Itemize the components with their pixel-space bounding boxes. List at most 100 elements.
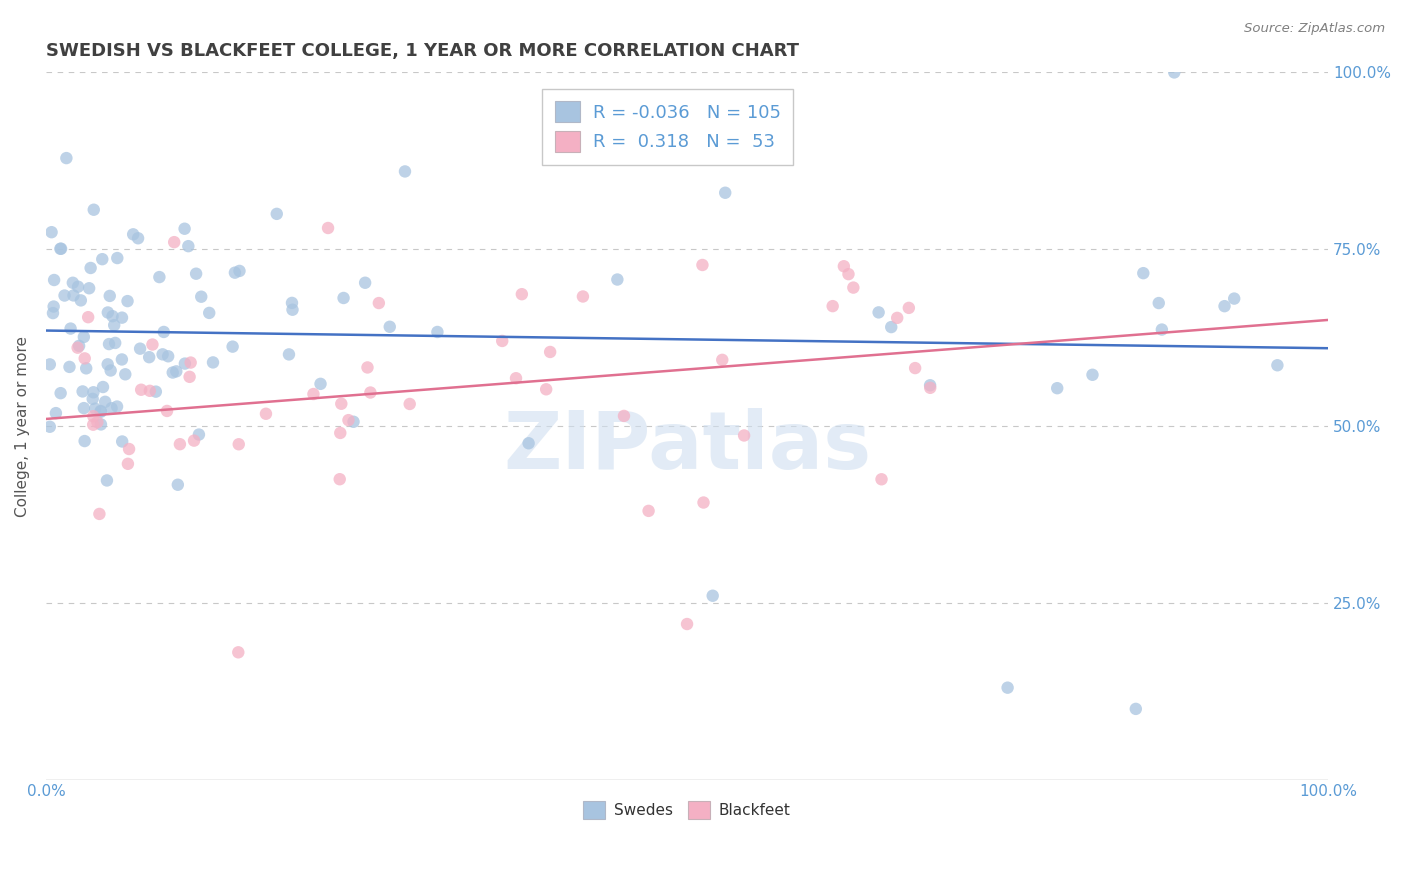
- Point: [179, 369, 201, 384]
- Point: [141, 337, 163, 351]
- Point: [127, 231, 149, 245]
- Point: [67, 279, 90, 293]
- Point: [880, 320, 903, 334]
- Point: [316, 221, 339, 235]
- Point: [91, 380, 114, 394]
- Point: [69, 293, 91, 308]
- Point: [111, 310, 134, 325]
- Point: [266, 207, 288, 221]
- Point: [152, 347, 174, 361]
- Point: [702, 589, 724, 603]
- Point: [842, 280, 865, 294]
- Point: [637, 504, 659, 518]
- Text: Source: ZipAtlas.com: Source: ZipAtlas.com: [1244, 22, 1385, 36]
- Point: [98, 289, 121, 303]
- Point: [897, 301, 920, 315]
- Point: [100, 401, 122, 416]
- Point: [82, 385, 104, 400]
- Point: [302, 387, 325, 401]
- Point: [83, 202, 105, 217]
- Point: [117, 457, 139, 471]
- Point: [49, 386, 72, 401]
- Point: [139, 384, 162, 398]
- Point: [868, 305, 890, 319]
- Point: [82, 392, 104, 406]
- Point: [38, 419, 60, 434]
- Point: [1150, 322, 1173, 336]
- Point: [111, 352, 134, 367]
- Point: [733, 428, 755, 442]
- Point: [517, 436, 540, 450]
- Point: [53, 288, 76, 302]
- Point: [129, 342, 152, 356]
- Point: [42, 306, 65, 320]
- Point: [329, 472, 352, 486]
- Point: [378, 319, 401, 334]
- Point: [55, 151, 77, 165]
- Point: [692, 495, 714, 509]
- Point: [505, 371, 527, 385]
- Point: [329, 425, 352, 440]
- Point: [538, 345, 561, 359]
- Point: [1223, 292, 1246, 306]
- Point: [98, 337, 121, 351]
- Point: [1046, 381, 1069, 395]
- Point: [491, 334, 513, 348]
- Point: [309, 376, 332, 391]
- Point: [86, 415, 108, 429]
- Point: [904, 361, 927, 376]
- Point: [201, 355, 224, 369]
- Point: [534, 382, 557, 396]
- Point: [45, 406, 67, 420]
- Point: [228, 437, 250, 451]
- Point: [96, 474, 118, 488]
- Point: [152, 325, 174, 339]
- Point: [97, 305, 120, 319]
- Point: [920, 381, 942, 395]
- Point: [82, 417, 104, 432]
- Point: [281, 302, 304, 317]
- Point: [90, 404, 112, 418]
- Point: [606, 272, 628, 286]
- Point: [129, 383, 152, 397]
- Point: [1125, 702, 1147, 716]
- Point: [226, 645, 249, 659]
- Point: [692, 258, 714, 272]
- Point: [342, 415, 364, 429]
- Point: [281, 296, 304, 310]
- Point: [73, 434, 96, 448]
- Point: [394, 164, 416, 178]
- Point: [77, 281, 100, 295]
- Legend: Swedes, Blackfeet: Swedes, Blackfeet: [578, 795, 797, 825]
- Point: [138, 350, 160, 364]
- Point: [79, 260, 101, 275]
- Point: [1163, 65, 1185, 79]
- Point: [89, 507, 111, 521]
- Point: [359, 385, 381, 400]
- Point: [103, 318, 125, 333]
- Point: [90, 405, 112, 419]
- Point: [711, 352, 734, 367]
- Point: [62, 288, 84, 302]
- Point: [42, 300, 65, 314]
- Point: [77, 310, 100, 325]
- Point: [510, 287, 533, 301]
- Point: [228, 264, 250, 278]
- Point: [122, 227, 145, 242]
- Point: [165, 364, 187, 378]
- Point: [886, 310, 908, 325]
- Point: [169, 437, 191, 451]
- Point: [97, 357, 120, 371]
- Point: [184, 267, 207, 281]
- Point: [75, 361, 97, 376]
- Point: [426, 325, 449, 339]
- Point: [1132, 266, 1154, 280]
- Point: [190, 290, 212, 304]
- Point: [104, 335, 127, 350]
- Point: [73, 351, 96, 366]
- Point: [166, 477, 188, 491]
- Point: [367, 296, 389, 310]
- Point: [173, 221, 195, 235]
- Point: [1213, 299, 1236, 313]
- Point: [337, 413, 360, 427]
